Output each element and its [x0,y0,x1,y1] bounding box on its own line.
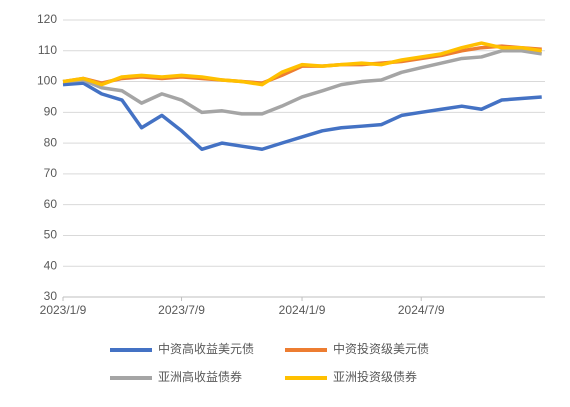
y-tick-label: 120 [37,12,57,26]
x-tick-label: 2024/7/9 [398,303,445,317]
legend-label: 亚洲高收益债券 [158,369,242,384]
x-tick-label: 2023/1/9 [40,303,87,317]
series-line [62,81,542,152]
y-tick-label: 110 [38,43,57,57]
legend-label: 亚洲投资级债券 [333,369,417,384]
y-tick-label: 60 [44,197,58,211]
legend-label: 中资高收益美元债 [158,341,254,356]
y-tick-label: 30 [44,289,58,303]
series-line [62,49,542,116]
y-tick-label: 100 [37,74,57,88]
x-tick-label: 2024/1/9 [279,303,326,317]
y-tick-label: 70 [44,166,58,180]
x-tick-label: 2023/7/9 [158,303,205,317]
y-tick-label: 80 [44,135,58,149]
y-tick-label: 40 [44,258,58,272]
series-line [62,41,542,87]
y-tick-label: 90 [44,105,58,119]
legend-label: 中资投资级美元债 [333,341,429,356]
y-tick-label: 50 [44,228,58,242]
